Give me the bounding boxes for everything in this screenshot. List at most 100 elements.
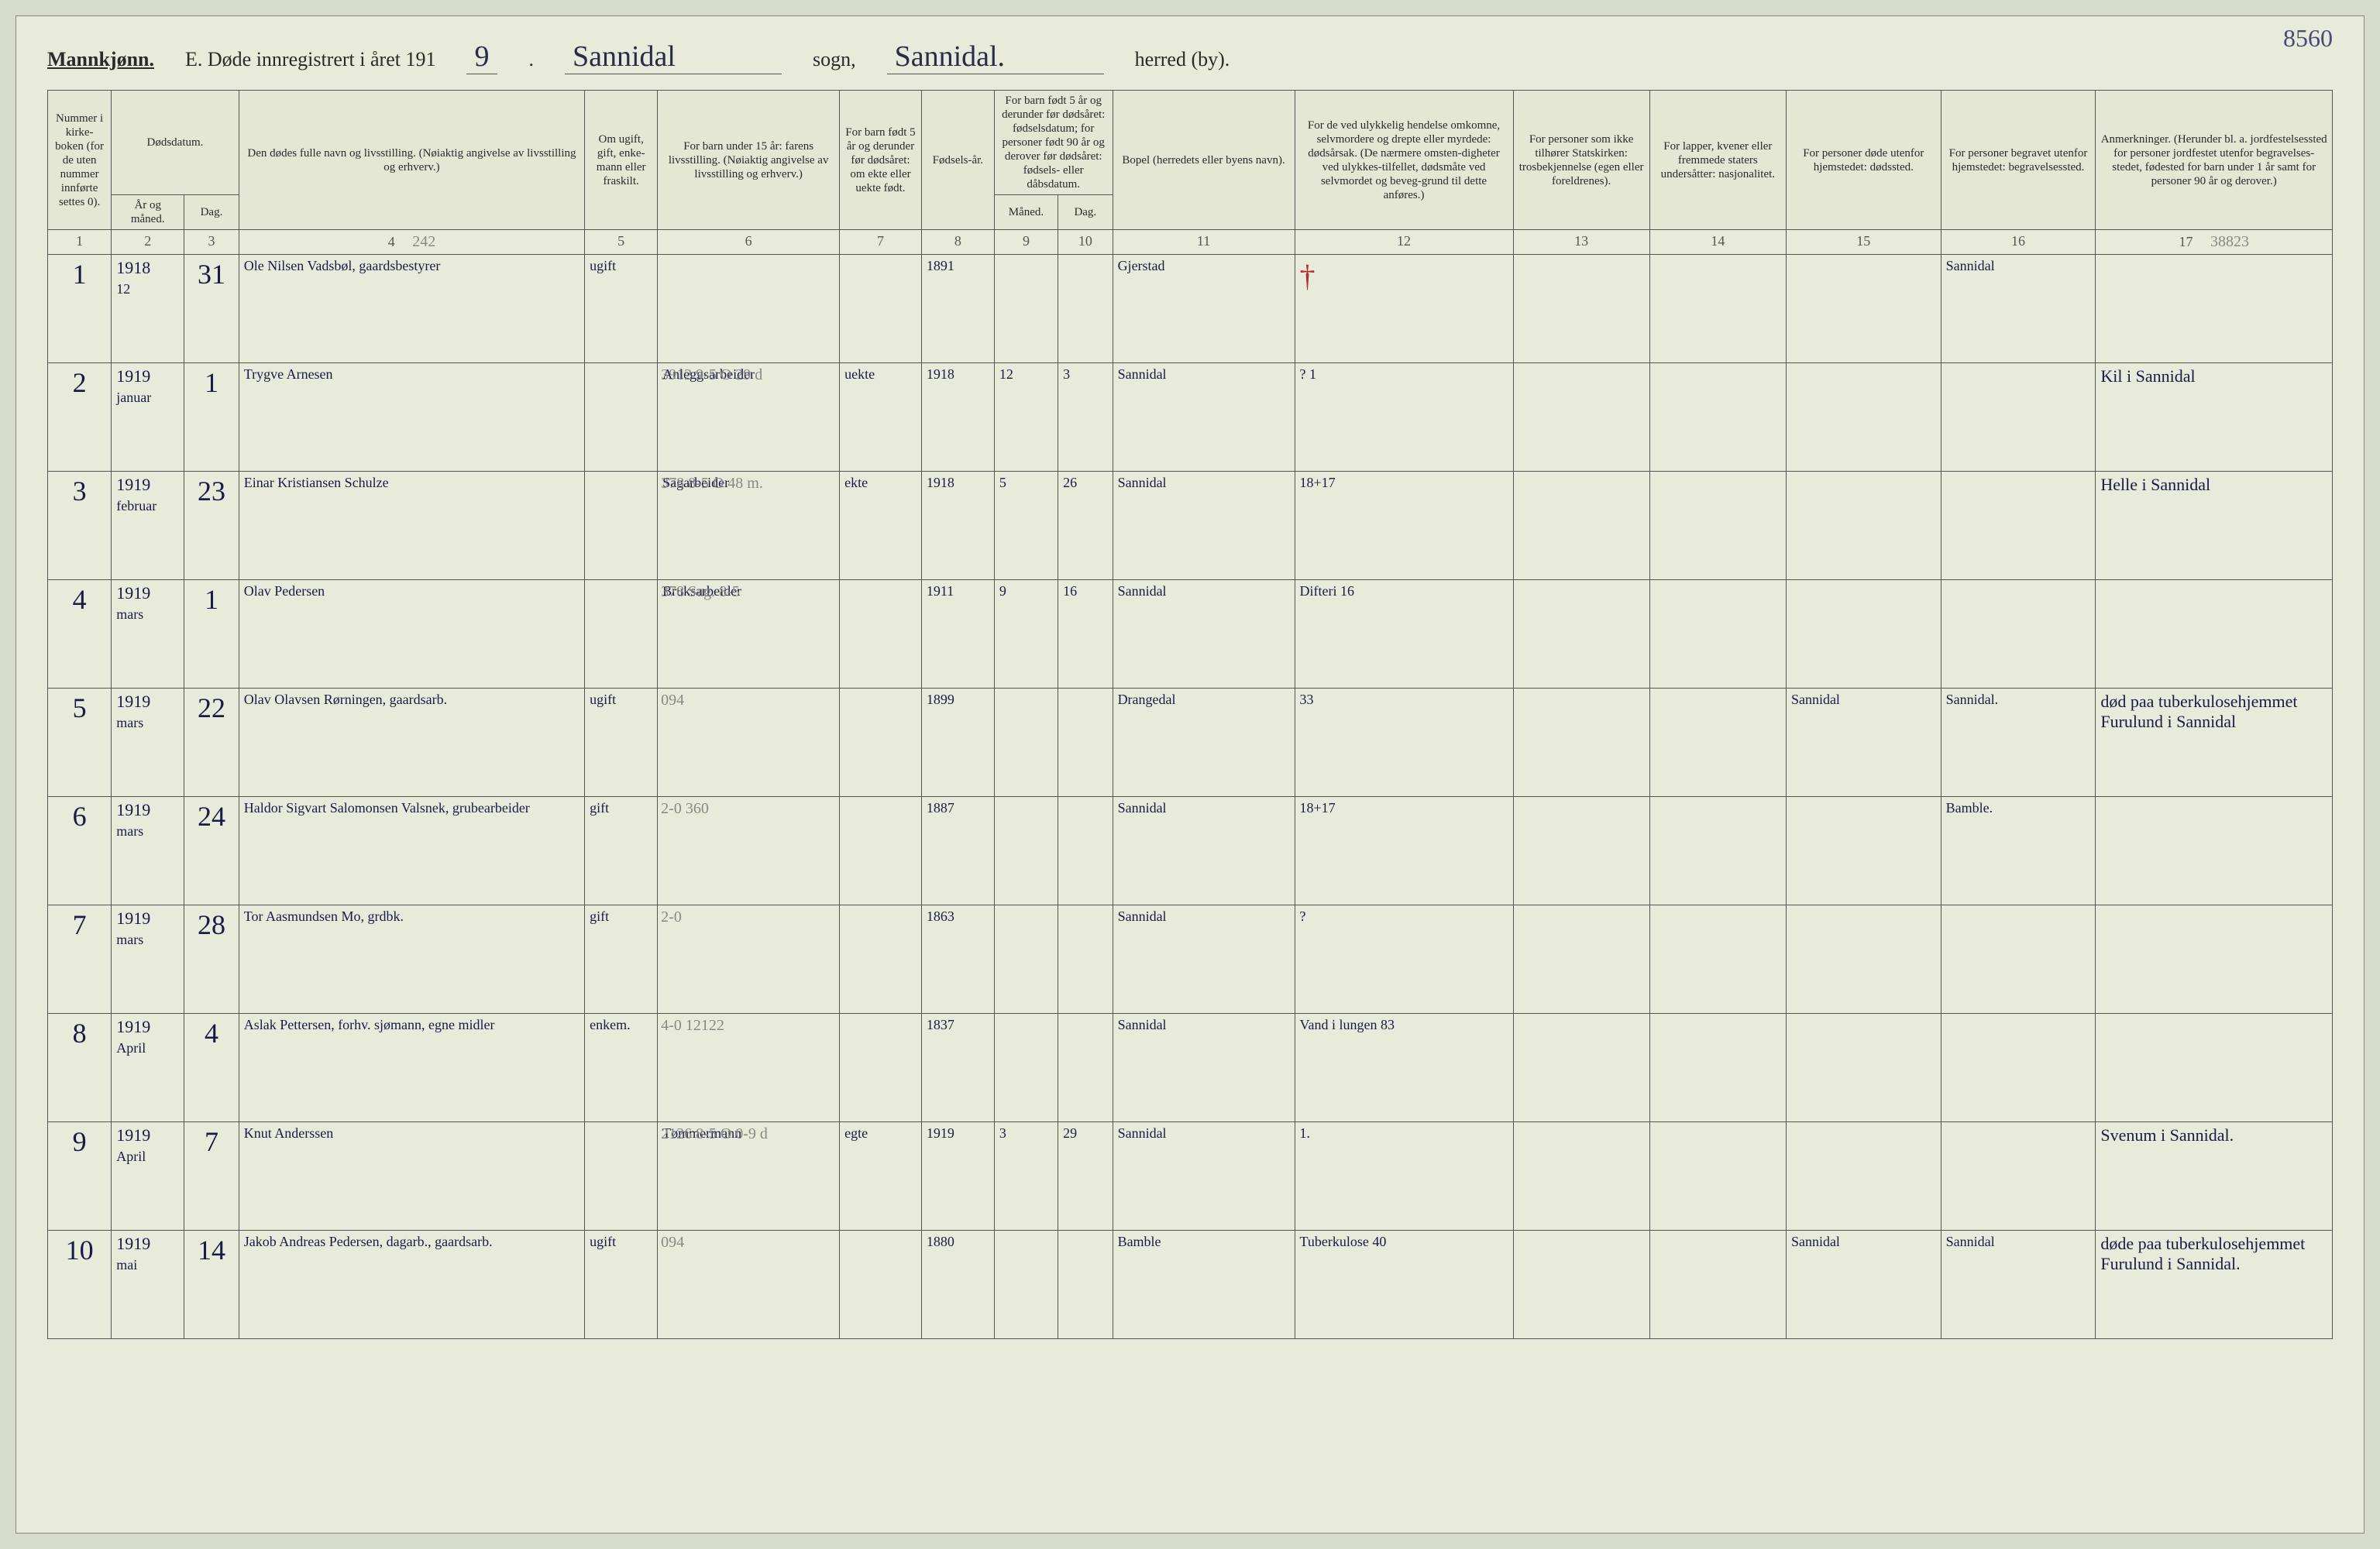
name-occupation: Olav Pedersen — [239, 580, 584, 689]
nationality — [1649, 1231, 1786, 1339]
birth-month — [994, 689, 1058, 797]
confession — [1513, 905, 1649, 1014]
cause-of-death: 1. — [1295, 1122, 1513, 1231]
marital-status: ugift — [585, 1231, 658, 1339]
confession — [1513, 689, 1649, 797]
cause-of-death: ? — [1295, 905, 1513, 1014]
death-place — [1786, 1122, 1941, 1231]
nationality — [1649, 472, 1786, 580]
birth-day: 29 — [1058, 1122, 1113, 1231]
register-page: 8560 Mannkjønn. E. Døde innregistrert i … — [15, 15, 2365, 1534]
date-day: 23 — [184, 472, 239, 580]
death-place — [1786, 255, 1941, 363]
burial-place — [1941, 580, 2096, 689]
col-header: For lapper, kvener eller fremmede stater… — [1649, 91, 1786, 230]
date-day: 28 — [184, 905, 239, 1014]
date-day: 31 — [184, 255, 239, 363]
remarks — [2096, 255, 2333, 363]
birth-month: 3 — [994, 1122, 1058, 1231]
birth-year: 1918 — [921, 472, 994, 580]
col-header: For personer som ikke tilhører Statskirk… — [1513, 91, 1649, 230]
marital-status: ugift — [585, 255, 658, 363]
birth-day — [1058, 1014, 1113, 1122]
col-header: Dag. — [184, 195, 239, 230]
father-occupation: 094 — [658, 1231, 840, 1339]
col-header: Bopel (herredets eller byens navn). — [1113, 91, 1295, 230]
nationality — [1649, 1122, 1786, 1231]
date-day: 22 — [184, 689, 239, 797]
col-header: For personer døde utenfor hjemstedet: dø… — [1786, 91, 1941, 230]
entry-number: 2 — [48, 363, 112, 472]
entry-number: 7 — [48, 905, 112, 1014]
date-month: 1919mars — [112, 905, 184, 1014]
birth-year: 1863 — [921, 905, 994, 1014]
col-header: Nummer i kirke-boken (for de uten nummer… — [48, 91, 112, 230]
name-occupation: Einar Kristiansen Schulze — [239, 472, 584, 580]
marital-status: enkem. — [585, 1014, 658, 1122]
date-month: 1919februar — [112, 472, 184, 580]
cause-of-death: † — [1295, 255, 1513, 363]
entry-number: 5 — [48, 689, 112, 797]
table-row: 41919mars1Olav Pedersen378 Sag. 8-5Bruks… — [48, 580, 2333, 689]
marital-status — [585, 363, 658, 472]
father-occupation: 2-0 360 — [658, 797, 840, 905]
table-header: Nummer i kirke-boken (for de uten nummer… — [48, 91, 2333, 255]
date-month: 1919mars — [112, 689, 184, 797]
residence: Bamble — [1113, 1231, 1295, 1339]
father-occupation: 094 — [658, 689, 840, 797]
birth-month — [994, 1231, 1058, 1339]
nationality — [1649, 255, 1786, 363]
remarks: Kil i Sannidal — [2096, 363, 2333, 472]
marital-status: ugift — [585, 689, 658, 797]
ekte-uekte — [840, 797, 922, 905]
year-suffix: 9 — [466, 39, 497, 74]
father-occupation: 378 8-5 O 48 m.Sagarbeider — [658, 472, 840, 580]
parish-name: Sannidal — [565, 39, 782, 74]
date-day: 4 — [184, 1014, 239, 1122]
death-place: Sannidal — [1786, 1231, 1941, 1339]
birth-year: 1899 — [921, 689, 994, 797]
ekte-uekte — [840, 689, 922, 797]
table-row: 91919April7Knut Anderssen2126 8-5 O 0-9 … — [48, 1122, 2333, 1231]
death-place — [1786, 1014, 1941, 1122]
nationality — [1649, 905, 1786, 1014]
marital-status: gift — [585, 797, 658, 905]
father-occupation: 4-0 12122 — [658, 1014, 840, 1122]
remarks: Helle i Sannidal — [2096, 472, 2333, 580]
remarks — [2096, 1014, 2333, 1122]
death-place — [1786, 905, 1941, 1014]
birth-year: 1911 — [921, 580, 994, 689]
remarks: Svenum i Sannidal. — [2096, 1122, 2333, 1231]
cause-of-death: Tuberkulose 40 — [1295, 1231, 1513, 1339]
father-occupation: 2-0 — [658, 905, 840, 1014]
column-number-row: 123 4 242 567 8910 111213 141516 17 3882… — [48, 230, 2333, 255]
col-header: Dag. — [1058, 195, 1113, 230]
death-place — [1786, 472, 1941, 580]
table-row: 21919januar1Trygve Arnesen3912 9-5 O 29 … — [48, 363, 2333, 472]
father-occupation: 378 Sag. 8-5Bruksarbeider — [658, 580, 840, 689]
burial-place: Sannidal — [1941, 1231, 2096, 1339]
sex-label: Mannkjønn. — [47, 48, 154, 71]
ekte-uekte: uekte — [840, 363, 922, 472]
table-row: 51919mars22Olav Olavsen Rørningen, gaard… — [48, 689, 2333, 797]
cause-of-death: 18+17 — [1295, 797, 1513, 905]
nationality — [1649, 1014, 1786, 1122]
ekte-uekte: ekte — [840, 472, 922, 580]
table-row: 119181231Ole Nilsen Vadsbøl, gaardsbesty… — [48, 255, 2333, 363]
name-occupation: Tor Aasmundsen Mo, grdbk. — [239, 905, 584, 1014]
confession — [1513, 255, 1649, 363]
residence: Sannidal — [1113, 1014, 1295, 1122]
residence: Sannidal — [1113, 472, 1295, 580]
date-month: 1919mars — [112, 580, 184, 689]
name-occupation: Trygve Arnesen — [239, 363, 584, 472]
col-header: År og måned. — [112, 195, 184, 230]
residence: Sannidal — [1113, 1122, 1295, 1231]
cause-of-death: 18+17 — [1295, 472, 1513, 580]
confession — [1513, 363, 1649, 472]
remarks — [2096, 905, 2333, 1014]
date-day: 24 — [184, 797, 239, 905]
date-month: 191812 — [112, 255, 184, 363]
death-place: Sannidal — [1786, 689, 1941, 797]
ekte-uekte — [840, 580, 922, 689]
col-header: For personer begravet utenfor hjemstedet… — [1941, 91, 2096, 230]
